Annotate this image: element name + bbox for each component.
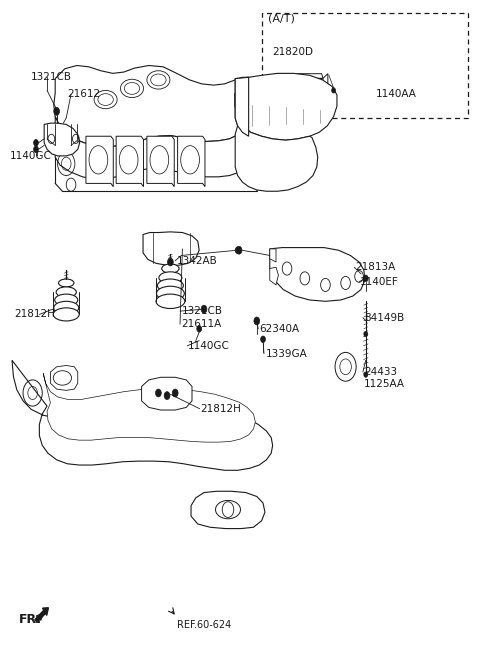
- Polygon shape: [44, 123, 80, 156]
- Circle shape: [168, 258, 173, 266]
- Text: 62340A: 62340A: [259, 324, 300, 334]
- Ellipse shape: [157, 279, 183, 292]
- Polygon shape: [143, 232, 199, 265]
- Text: 84149B: 84149B: [364, 312, 404, 323]
- Ellipse shape: [150, 145, 169, 174]
- Circle shape: [364, 372, 368, 377]
- Ellipse shape: [181, 145, 200, 174]
- Circle shape: [332, 88, 336, 93]
- Text: 21812H: 21812H: [201, 403, 241, 414]
- Text: 1125AA: 1125AA: [364, 379, 405, 389]
- Circle shape: [364, 331, 368, 337]
- Polygon shape: [55, 117, 259, 179]
- Ellipse shape: [156, 294, 185, 309]
- Ellipse shape: [159, 272, 182, 284]
- Polygon shape: [270, 248, 365, 301]
- Ellipse shape: [54, 301, 79, 314]
- Ellipse shape: [151, 74, 166, 86]
- Ellipse shape: [53, 371, 72, 385]
- Ellipse shape: [162, 264, 179, 273]
- Text: 21812H: 21812H: [14, 309, 55, 320]
- Circle shape: [172, 389, 178, 397]
- Polygon shape: [270, 249, 276, 262]
- Text: 1140GC: 1140GC: [10, 151, 51, 161]
- Text: 21612: 21612: [67, 89, 100, 100]
- Polygon shape: [12, 360, 273, 470]
- Polygon shape: [235, 73, 337, 140]
- Circle shape: [235, 247, 240, 253]
- Circle shape: [254, 317, 260, 325]
- Circle shape: [164, 392, 170, 400]
- Ellipse shape: [120, 145, 138, 174]
- Text: 21820D: 21820D: [273, 47, 313, 58]
- Ellipse shape: [59, 279, 74, 287]
- Text: 1140GC: 1140GC: [188, 341, 230, 351]
- Circle shape: [363, 275, 368, 282]
- Circle shape: [261, 336, 265, 343]
- Polygon shape: [142, 377, 192, 410]
- Polygon shape: [270, 267, 278, 285]
- Circle shape: [197, 326, 202, 332]
- Ellipse shape: [156, 286, 184, 301]
- Ellipse shape: [124, 83, 140, 94]
- Polygon shape: [147, 136, 174, 187]
- Circle shape: [54, 107, 60, 115]
- Polygon shape: [50, 365, 78, 390]
- Polygon shape: [43, 373, 255, 442]
- Ellipse shape: [216, 500, 240, 519]
- FancyArrow shape: [35, 608, 48, 622]
- Circle shape: [236, 246, 242, 254]
- Text: 1140AA: 1140AA: [375, 89, 416, 100]
- Ellipse shape: [98, 94, 113, 105]
- Text: 21611A: 21611A: [181, 319, 222, 329]
- Polygon shape: [54, 66, 259, 147]
- Text: 21813A: 21813A: [355, 262, 396, 272]
- Ellipse shape: [94, 90, 117, 109]
- Polygon shape: [274, 79, 323, 101]
- Text: 1321CB: 1321CB: [181, 306, 222, 316]
- Text: 24433: 24433: [364, 367, 397, 377]
- Text: 1140EF: 1140EF: [360, 276, 399, 287]
- Polygon shape: [178, 136, 205, 187]
- Polygon shape: [235, 77, 249, 136]
- Polygon shape: [191, 491, 265, 529]
- Text: 1339GA: 1339GA: [265, 348, 307, 359]
- Polygon shape: [235, 93, 318, 191]
- Circle shape: [201, 305, 207, 313]
- Circle shape: [34, 140, 38, 146]
- Polygon shape: [86, 136, 113, 187]
- Bar: [262, 13, 468, 118]
- Ellipse shape: [53, 308, 79, 321]
- Ellipse shape: [89, 145, 108, 174]
- Text: 1342AB: 1342AB: [177, 255, 217, 266]
- Ellipse shape: [56, 287, 76, 297]
- Circle shape: [156, 389, 161, 397]
- Polygon shape: [274, 74, 323, 79]
- Ellipse shape: [55, 294, 78, 306]
- Text: REF.60-624: REF.60-624: [177, 620, 231, 630]
- Ellipse shape: [147, 71, 170, 89]
- Text: 1321CB: 1321CB: [31, 72, 72, 83]
- Ellipse shape: [120, 79, 144, 98]
- Polygon shape: [323, 74, 328, 101]
- Polygon shape: [116, 136, 144, 187]
- Text: FR.: FR.: [19, 613, 42, 626]
- Circle shape: [34, 146, 38, 153]
- Text: (A/T): (A/T): [268, 13, 295, 24]
